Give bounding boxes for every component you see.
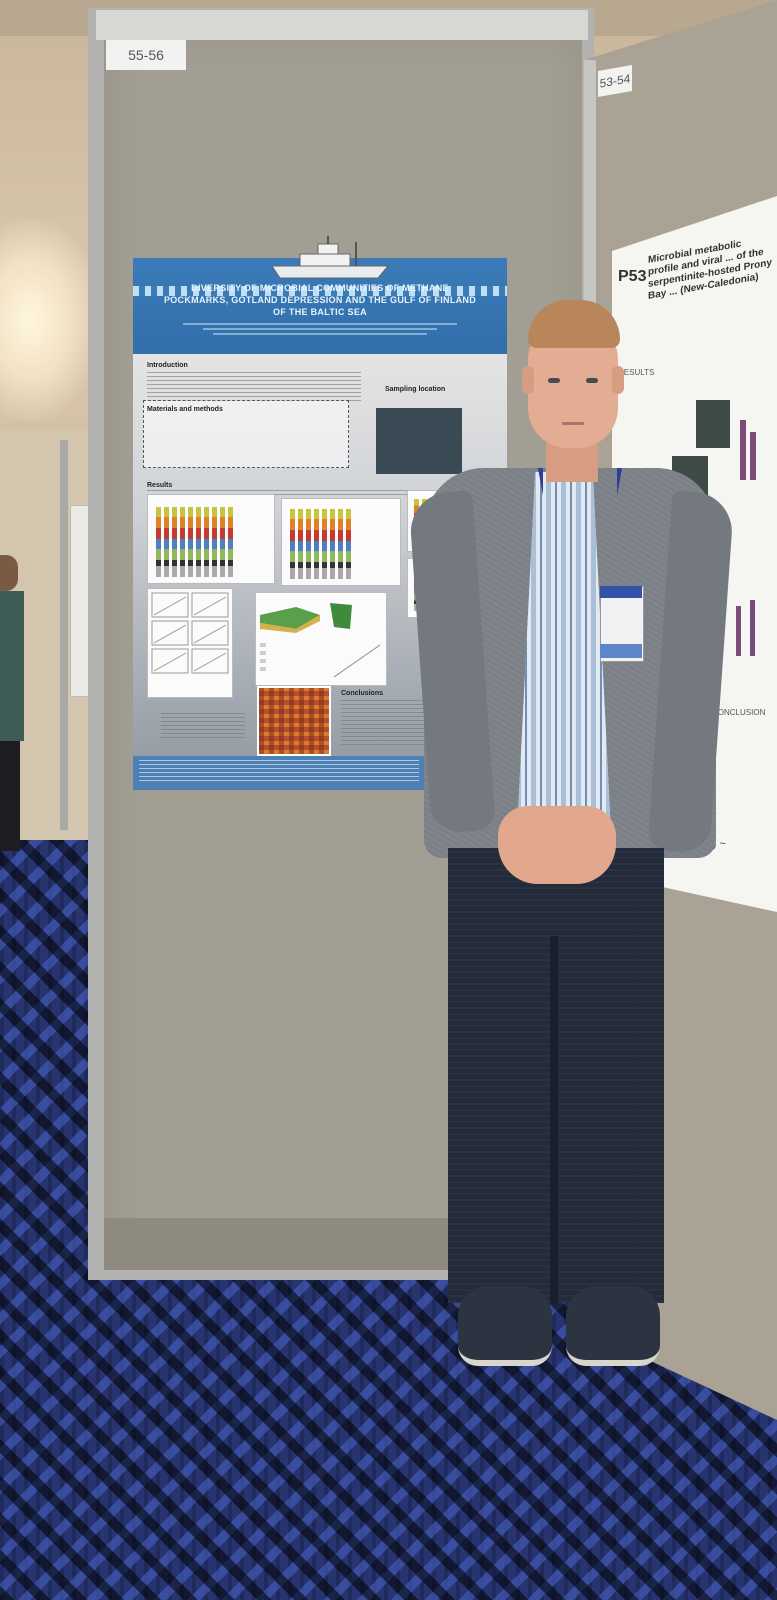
right-shoe (566, 1286, 660, 1366)
right-poster-results-heading: RESULTS (618, 368, 655, 377)
right-poster-bar (750, 600, 755, 656)
poster-paragraph (161, 713, 245, 739)
poster-section-results: Results (147, 482, 173, 489)
plaid-shirt (516, 472, 612, 852)
left-eye (548, 378, 560, 383)
poster-section-materials: Materials and methods (147, 406, 223, 413)
area-and-scatter-panel (255, 592, 387, 686)
hair (528, 300, 620, 348)
board-base (104, 1218, 504, 1270)
heatmap-chart (257, 686, 331, 756)
left-shoe (458, 1286, 552, 1366)
presenter (408, 296, 735, 1396)
right-eye (586, 378, 598, 383)
poster-wave-band (133, 286, 507, 296)
stacked-bar-chart (147, 494, 275, 584)
poster-section-conclusions: Conclusions (341, 690, 384, 697)
stacked-bar-chart (281, 498, 401, 586)
right-poster-code: P53 (618, 268, 647, 285)
right-poster-bar (736, 606, 741, 656)
right-poster-conclusion-heading: CONCLUSION (712, 708, 766, 717)
right-poster-bar (740, 420, 746, 480)
methods-box (143, 400, 349, 468)
mouth (562, 422, 584, 425)
poster-references (139, 760, 419, 782)
poster-section-introduction: Introduction (147, 362, 188, 369)
area-plot (260, 603, 381, 678)
line-plot-panel (147, 588, 233, 698)
booth-post (60, 440, 68, 830)
line-plot (151, 592, 229, 674)
left-ear (522, 366, 534, 394)
right-poster-photo (696, 400, 730, 448)
poster-paragraph (147, 490, 487, 498)
clasped-hands (498, 806, 616, 884)
sampling-map (376, 408, 462, 474)
visitor-torso (0, 591, 24, 741)
badge-footer (600, 644, 642, 658)
right-ear (612, 366, 624, 394)
right-poster-bar (750, 432, 756, 480)
neck (546, 442, 598, 482)
visitor-head (0, 555, 18, 591)
jeans-inseam (550, 936, 558, 1304)
poster-title: DIVERSITY OF MICROBIAL COMMUNITIES OF ME… (163, 283, 477, 317)
poster-authors (163, 320, 477, 338)
board-number-label: 55-56 (106, 40, 186, 70)
poster-section-sampling: Sampling location (385, 386, 446, 393)
wall-light (0, 220, 100, 420)
board-top-rail (96, 10, 588, 40)
badge-header (600, 586, 642, 598)
poster-paragraph (147, 372, 361, 402)
background-visitor (0, 555, 24, 855)
visitor-legs (0, 741, 20, 851)
research-ship-icon (271, 236, 390, 279)
